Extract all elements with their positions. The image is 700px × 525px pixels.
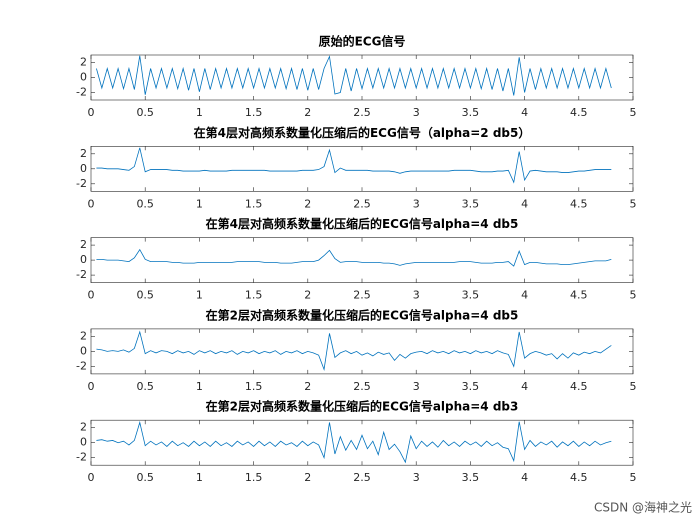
y-tick-label: 2 — [80, 56, 87, 69]
x-tick-label: 0.5 — [136, 289, 154, 302]
y-tick-label: 2 — [80, 147, 87, 160]
axes-background — [91, 420, 633, 466]
x-tick-label: 4.5 — [570, 289, 588, 302]
signal-line — [96, 55, 612, 96]
x-tick-label: 3 — [413, 106, 420, 119]
x-tick-label: 3 — [413, 380, 420, 393]
x-tick-label: 3.5 — [462, 471, 480, 484]
x-tick-label: 1 — [196, 197, 203, 210]
x-tick-label: 2.5 — [353, 289, 371, 302]
x-tick-label: 2.5 — [353, 197, 371, 210]
x-tick-label: 4.5 — [570, 471, 588, 484]
y-tick-label: -2 — [76, 359, 87, 372]
y-tick-label: 0 — [80, 436, 87, 449]
x-tick-label: 1.5 — [245, 289, 263, 302]
x-tick-label: 3.5 — [462, 106, 480, 119]
y-tick-label: -2 — [76, 268, 87, 281]
x-tick-label: 5 — [630, 380, 637, 393]
x-tick-label: 1 — [196, 471, 203, 484]
signal-line — [96, 330, 612, 371]
x-tick-label: 5 — [630, 471, 637, 484]
x-tick-label: 5 — [630, 197, 637, 210]
x-tick-label: 1 — [196, 106, 203, 119]
x-tick-label: 2 — [304, 289, 311, 302]
y-tick-label: -2 — [76, 177, 87, 190]
x-tick-label: 3 — [413, 197, 420, 210]
axes-background — [91, 237, 633, 283]
x-tick-label: 1 — [196, 380, 203, 393]
y-tick-label: 2 — [80, 421, 87, 434]
x-tick-label: 0.5 — [136, 197, 154, 210]
x-tick-label: 1 — [196, 289, 203, 302]
x-tick-label: 2 — [304, 197, 311, 210]
subplot-title: 原始的ECG信号 — [319, 34, 406, 49]
x-tick-label: 0 — [88, 380, 95, 393]
y-tick-label: 2 — [80, 329, 87, 342]
y-tick-label: -2 — [76, 451, 87, 464]
x-tick-label: 3.5 — [462, 380, 480, 393]
x-tick-label: 2 — [304, 471, 311, 484]
x-tick-label: 4.5 — [570, 380, 588, 393]
x-tick-label: 5 — [630, 289, 637, 302]
watermark: CSDN @海神之光 — [594, 500, 692, 515]
x-tick-label: 0 — [88, 289, 95, 302]
axes-background — [91, 146, 633, 192]
x-tick-label: 1.5 — [245, 197, 263, 210]
x-tick-label: 1.5 — [245, 106, 263, 119]
x-tick-label: 0 — [88, 471, 95, 484]
x-tick-label: 5 — [630, 106, 637, 119]
x-tick-label: 0.5 — [136, 106, 154, 119]
x-tick-label: 0.5 — [136, 471, 154, 484]
x-tick-label: 4.5 — [570, 197, 588, 210]
y-tick-label: -2 — [76, 86, 87, 99]
signal-line — [96, 420, 612, 464]
x-tick-label: 4 — [521, 471, 528, 484]
x-tick-label: 2 — [304, 106, 311, 119]
x-tick-label: 3 — [413, 289, 420, 302]
y-tick-label: 0 — [80, 162, 87, 175]
x-tick-label: 2.5 — [353, 106, 371, 119]
x-tick-label: 4 — [521, 197, 528, 210]
x-tick-label: 4.5 — [570, 106, 588, 119]
signal-line — [96, 147, 612, 184]
x-tick-label: 4 — [521, 106, 528, 119]
subplot-title: 在第4层对高频系数量化压缩后的ECG信号（alpha=2 db5） — [194, 125, 531, 140]
y-tick-label: 0 — [80, 71, 87, 84]
subplot-title: 在第2层对高频系数量化压缩后的ECG信号alpha=4 db5 — [206, 307, 519, 322]
x-tick-label: 4 — [521, 380, 528, 393]
x-tick-label: 0 — [88, 106, 95, 119]
y-tick-label: 0 — [80, 253, 87, 266]
x-tick-label: 2.5 — [353, 380, 371, 393]
x-tick-label: 0 — [88, 197, 95, 210]
x-tick-label: 1.5 — [245, 380, 263, 393]
y-tick-label: 0 — [80, 344, 87, 357]
x-tick-label: 3.5 — [462, 289, 480, 302]
x-tick-label: 2.5 — [353, 471, 371, 484]
axes-background — [91, 328, 633, 374]
x-tick-label: 0.5 — [136, 380, 154, 393]
x-tick-label: 3 — [413, 471, 420, 484]
subplot-title: 在第4层对高频系数量化压缩后的ECG信号alpha=4 db5 — [206, 216, 519, 231]
x-tick-label: 1.5 — [245, 471, 263, 484]
signal-line — [96, 248, 612, 267]
y-tick-label: 2 — [80, 238, 87, 251]
x-tick-label: 2 — [304, 380, 311, 393]
subplot-title: 在第2层对高频系数量化压缩后的ECG信号alpha=4 db3 — [206, 399, 519, 414]
x-tick-label: 4 — [521, 289, 528, 302]
x-tick-label: 3.5 — [462, 197, 480, 210]
axes-background — [91, 55, 633, 100]
